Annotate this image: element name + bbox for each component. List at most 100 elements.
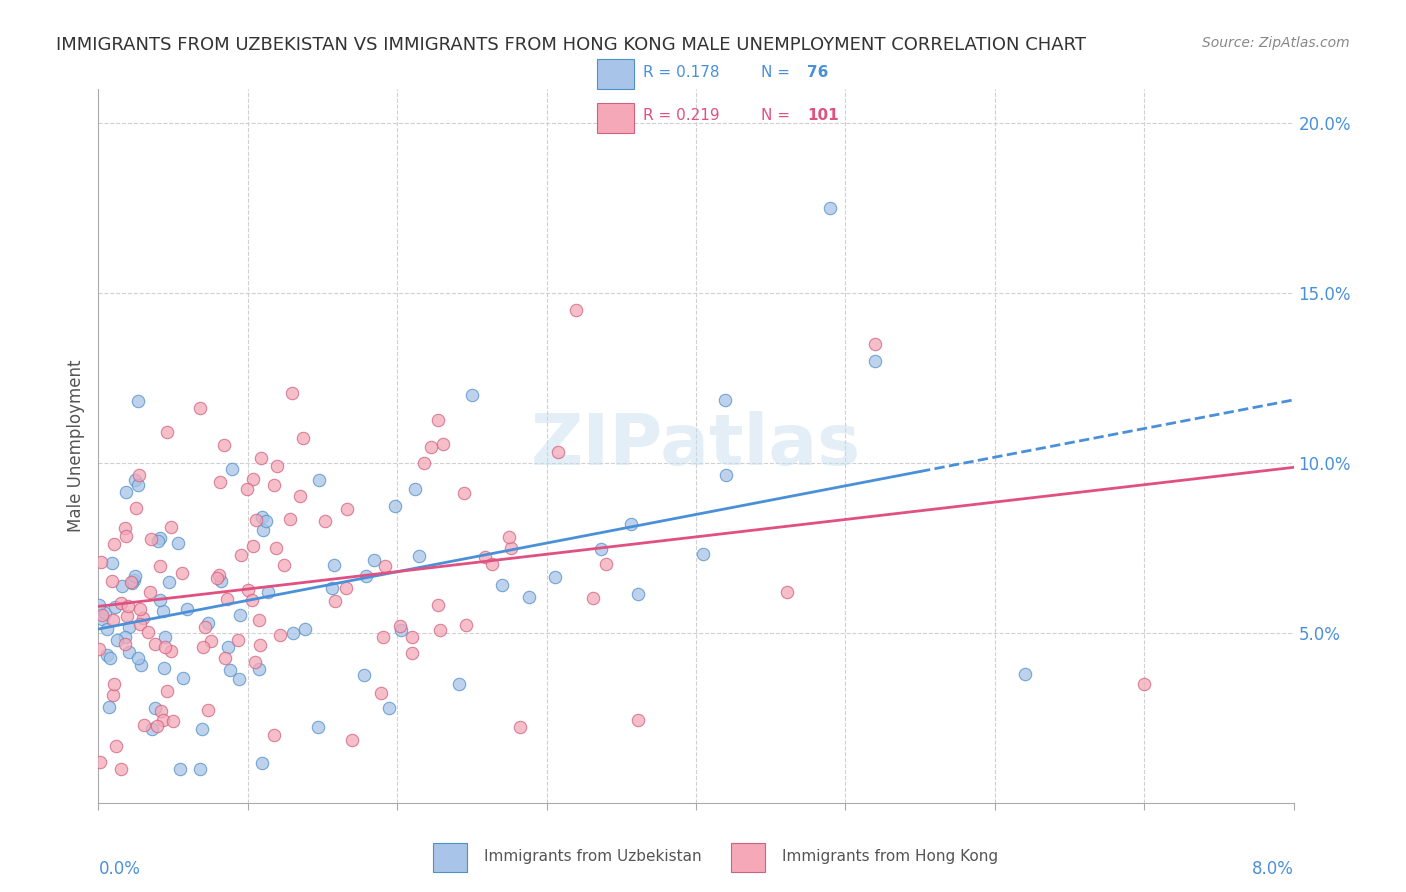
Point bbox=[378, 701, 401, 715]
Point bbox=[250, 509, 273, 524]
Point bbox=[117, 599, 139, 614]
Point bbox=[212, 438, 235, 452]
Point bbox=[152, 660, 174, 674]
Point bbox=[323, 594, 346, 608]
Point bbox=[207, 571, 229, 585]
Point bbox=[194, 620, 217, 634]
Point bbox=[370, 686, 392, 700]
Point bbox=[363, 552, 385, 566]
Point bbox=[101, 614, 124, 628]
Point bbox=[565, 303, 588, 318]
Point bbox=[374, 558, 396, 573]
Point bbox=[114, 485, 136, 500]
Text: Source: ZipAtlas.com: Source: ZipAtlas.com bbox=[1202, 36, 1350, 50]
Point bbox=[91, 612, 114, 626]
Point bbox=[323, 558, 346, 573]
Point bbox=[172, 671, 194, 685]
Point bbox=[461, 388, 484, 402]
Point bbox=[156, 684, 179, 698]
Y-axis label: Male Unemployment: Male Unemployment bbox=[66, 359, 84, 533]
Point bbox=[498, 530, 520, 544]
Point bbox=[209, 574, 232, 588]
Point bbox=[229, 549, 252, 563]
Point bbox=[128, 601, 150, 615]
Point bbox=[250, 451, 273, 466]
Point bbox=[125, 501, 148, 516]
Point bbox=[128, 468, 150, 483]
Point bbox=[263, 728, 285, 742]
Point bbox=[247, 613, 270, 627]
Point bbox=[236, 482, 259, 496]
Point bbox=[105, 739, 128, 753]
Point bbox=[149, 593, 172, 607]
Point bbox=[288, 489, 311, 503]
Text: 101: 101 bbox=[807, 108, 838, 123]
Point bbox=[247, 661, 270, 675]
Point bbox=[384, 499, 406, 513]
Point bbox=[342, 732, 364, 747]
Point bbox=[136, 624, 159, 639]
Text: IMMIGRANTS FROM UZBEKISTAN VS IMMIGRANTS FROM HONG KONG MALE UNEMPLOYMENT CORREL: IMMIGRANTS FROM UZBEKISTAN VS IMMIGRANTS… bbox=[56, 36, 1087, 54]
Point bbox=[118, 645, 141, 659]
Point bbox=[269, 627, 291, 641]
Point bbox=[228, 672, 250, 686]
Point bbox=[146, 719, 169, 733]
Text: N =: N = bbox=[761, 64, 790, 79]
Point bbox=[456, 618, 478, 632]
Point bbox=[544, 570, 567, 584]
Point bbox=[115, 609, 138, 624]
Point bbox=[153, 640, 176, 654]
Point bbox=[110, 762, 132, 776]
Point bbox=[308, 473, 330, 487]
Text: R = 0.178: R = 0.178 bbox=[643, 64, 720, 79]
Point bbox=[1133, 677, 1156, 691]
Point bbox=[307, 719, 329, 733]
Point bbox=[547, 445, 569, 459]
Point bbox=[408, 549, 430, 563]
Point bbox=[197, 615, 219, 630]
Point bbox=[404, 483, 426, 497]
Point bbox=[156, 425, 179, 440]
Point bbox=[93, 606, 115, 620]
Point bbox=[221, 462, 243, 476]
Point bbox=[292, 430, 315, 444]
Point bbox=[627, 587, 650, 601]
Point bbox=[294, 622, 316, 636]
Point bbox=[273, 558, 295, 572]
Point bbox=[427, 598, 450, 612]
Point bbox=[103, 537, 125, 551]
Point bbox=[139, 532, 162, 546]
Point bbox=[214, 651, 236, 665]
Point bbox=[863, 337, 887, 351]
Point bbox=[219, 664, 242, 678]
Text: Immigrants from Hong Kong: Immigrants from Hong Kong bbox=[782, 849, 998, 863]
Point bbox=[129, 657, 152, 672]
Text: 0.0%: 0.0% bbox=[98, 860, 141, 878]
Point bbox=[105, 632, 128, 647]
Point bbox=[266, 458, 288, 473]
Point bbox=[141, 723, 163, 737]
Point bbox=[111, 579, 134, 593]
Point bbox=[191, 722, 214, 736]
Point bbox=[89, 756, 111, 770]
Point bbox=[155, 630, 177, 644]
Point bbox=[257, 584, 280, 599]
Point bbox=[692, 547, 714, 561]
Point bbox=[162, 714, 184, 729]
Point bbox=[114, 637, 136, 651]
Point bbox=[100, 574, 122, 589]
Point bbox=[238, 583, 260, 598]
Point bbox=[127, 394, 149, 409]
Point bbox=[243, 656, 266, 670]
Point bbox=[124, 473, 146, 487]
Point bbox=[152, 604, 174, 618]
Point bbox=[250, 756, 273, 770]
Point bbox=[820, 201, 842, 215]
Point bbox=[104, 600, 127, 615]
Point bbox=[620, 517, 643, 532]
Point bbox=[188, 762, 211, 776]
Point bbox=[491, 578, 513, 592]
Point bbox=[197, 703, 219, 717]
Point bbox=[278, 511, 301, 525]
Point bbox=[127, 651, 149, 665]
